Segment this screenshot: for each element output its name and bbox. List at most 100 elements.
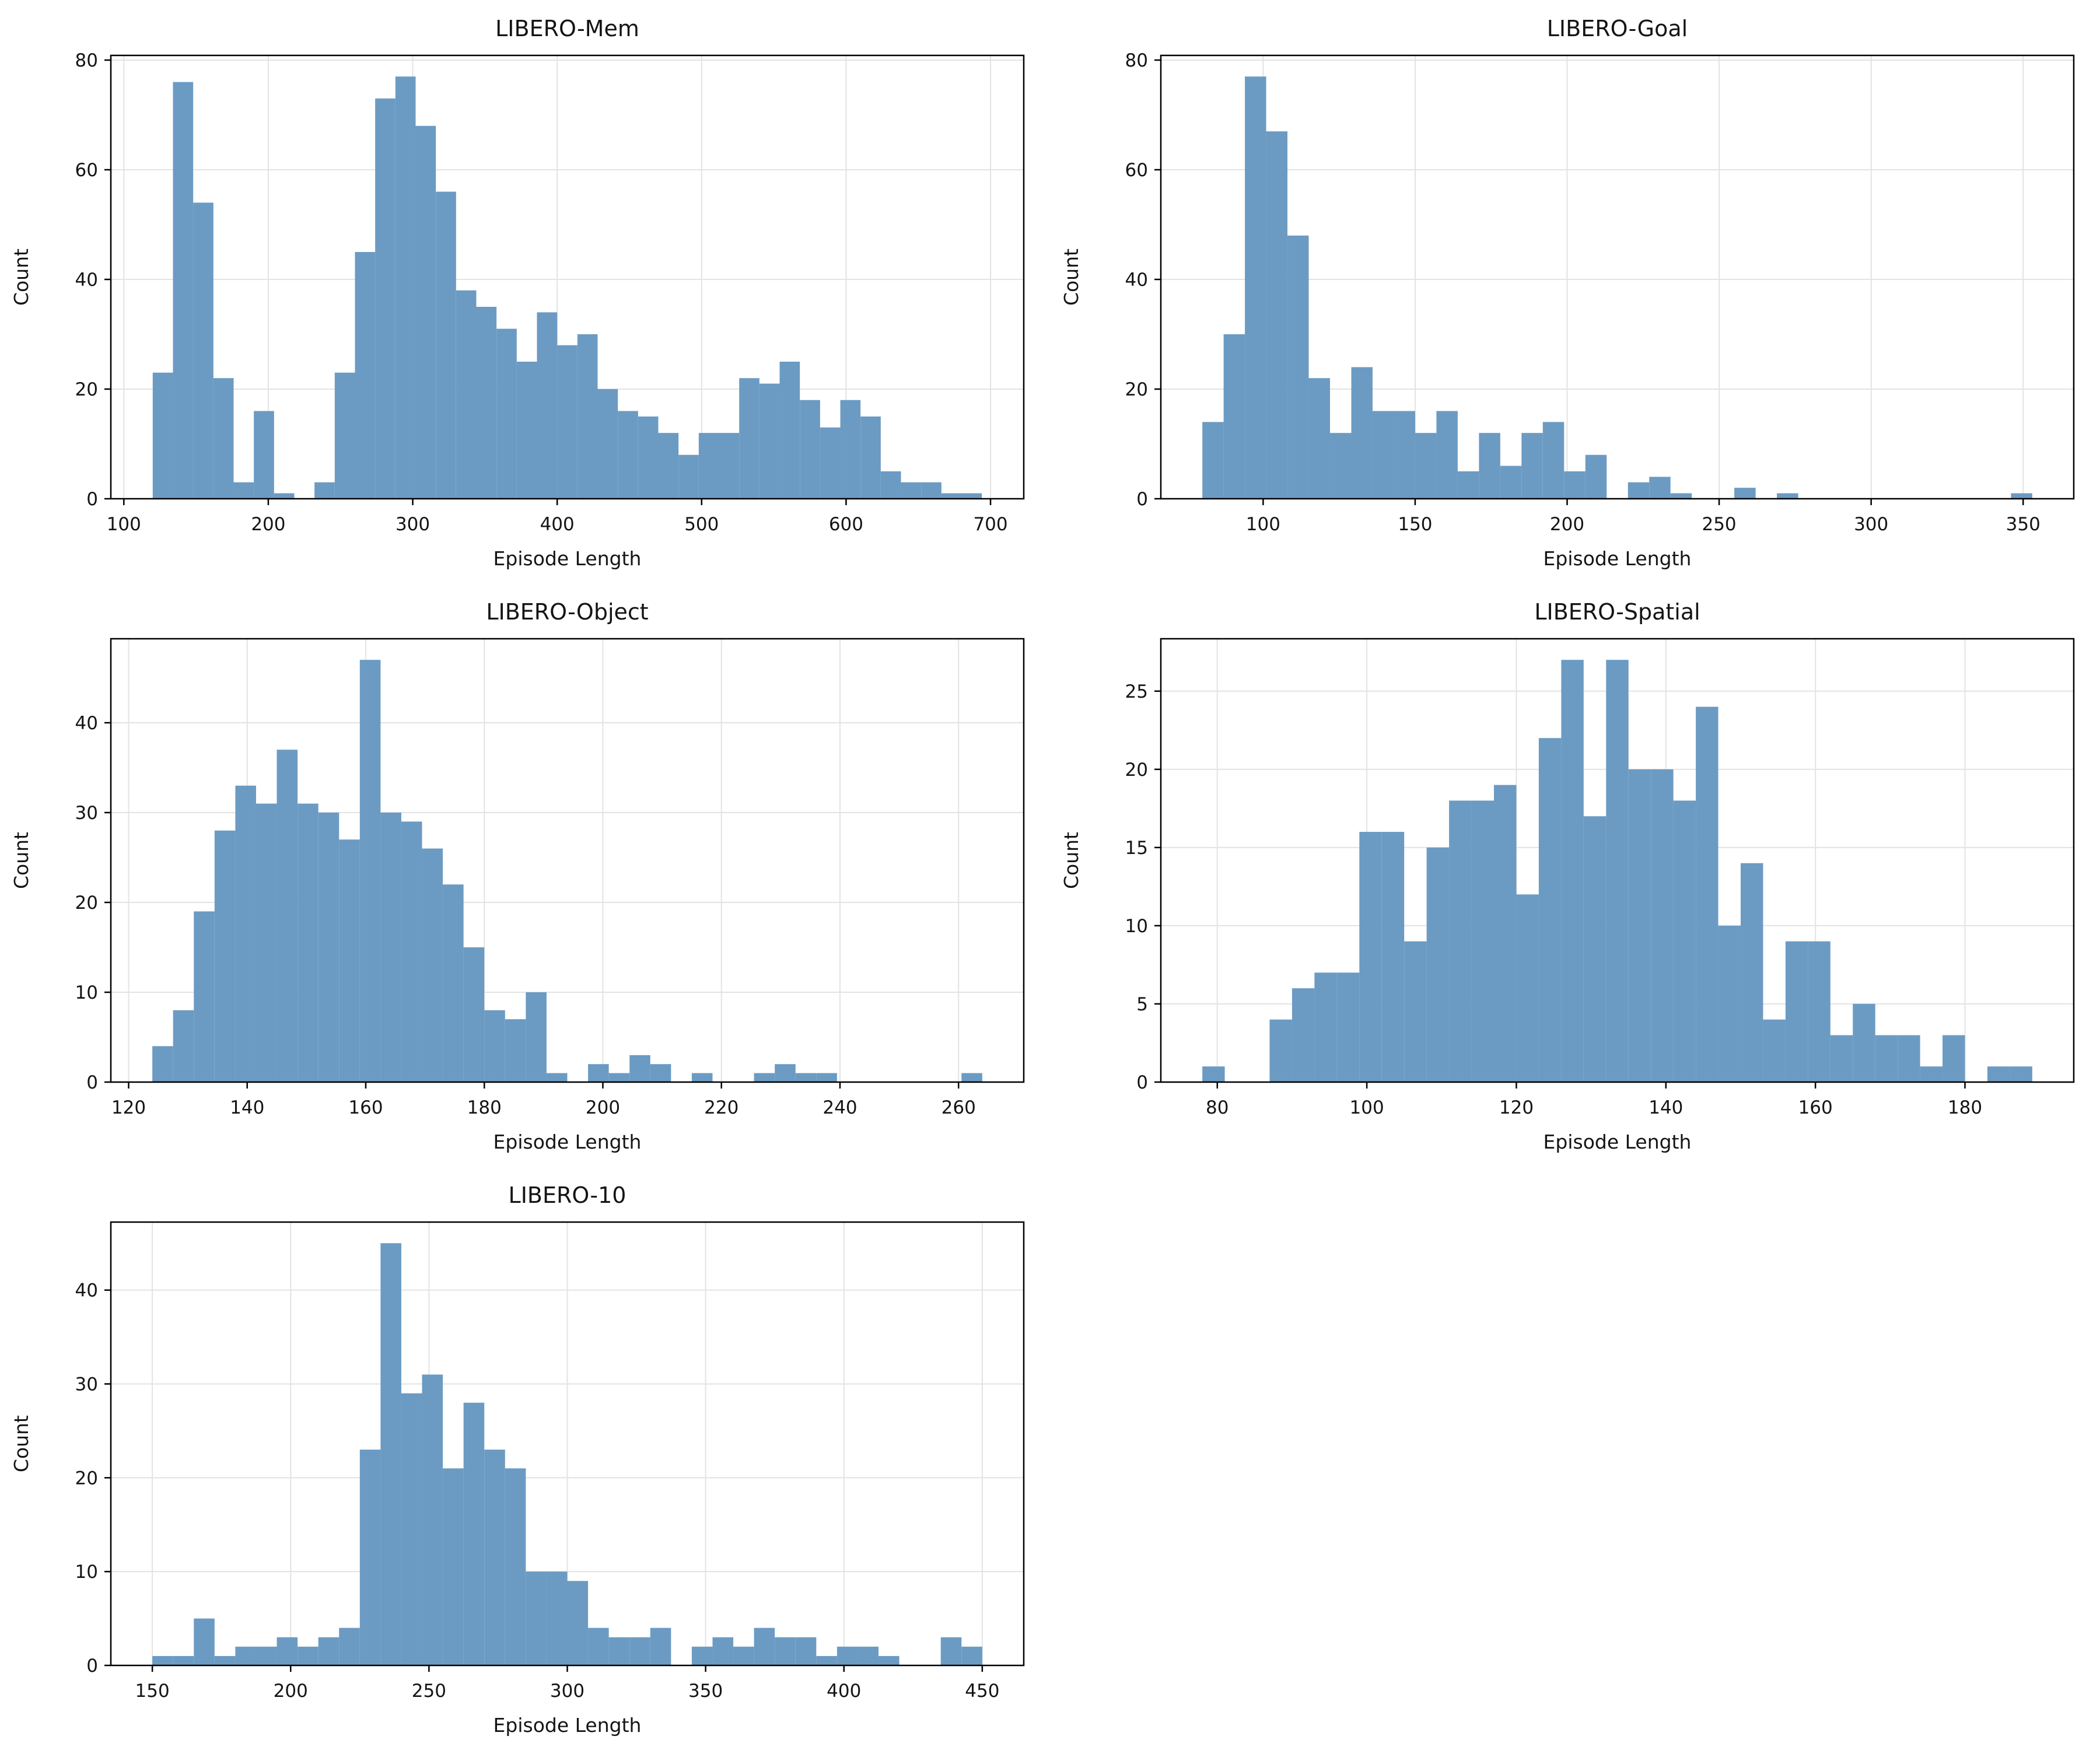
x-tick-label: 120 xyxy=(1499,1097,1534,1118)
chart-libero-goal-svg: 100 150 200 250 300 350 0 20 40 60 80 LIBERO-Goal Ep… xyxy=(1060,16,2075,570)
y-tick-label: 40 xyxy=(75,1280,98,1301)
chart-libero-10: 150 200 250 300 350 400 450 0 10 20 30 40 LIBERO-10 E… xyxy=(0,1167,1050,1750)
histogram-bar xyxy=(608,1637,630,1665)
plot-border xyxy=(1160,638,2075,1083)
histogram-bar xyxy=(214,830,236,1082)
histogram-bar xyxy=(961,493,982,499)
y-tick-label: 20 xyxy=(75,1468,98,1489)
histogram-bar xyxy=(1308,378,1331,499)
histogram-bar xyxy=(941,493,962,499)
histogram-bar xyxy=(733,1646,754,1665)
plot-border xyxy=(110,54,1025,500)
histogram-bar xyxy=(1494,785,1517,1082)
x-tick-label: 80 xyxy=(1206,1097,1228,1118)
histogram-bar xyxy=(516,361,537,499)
histogram-bar xyxy=(193,202,214,499)
histogram-bar xyxy=(629,1055,650,1082)
y-tick-label: 0 xyxy=(86,1656,98,1676)
x-tick-label: 200 xyxy=(586,1097,620,1118)
x-tick-label: 180 xyxy=(467,1097,502,1118)
x-tick-label: 150 xyxy=(1398,514,1432,535)
histogram-bar xyxy=(214,1656,236,1665)
y-tick-label: 0 xyxy=(1136,489,1148,510)
histogram-bar xyxy=(1269,1019,1292,1082)
x-tick-label: 140 xyxy=(1648,1097,1683,1118)
y-tick-label: 30 xyxy=(75,1374,98,1395)
x-tick-label: 250 xyxy=(1702,514,1736,535)
y-tick-label: 40 xyxy=(75,713,98,734)
x-tick-label: 100 xyxy=(1350,1097,1384,1118)
histogram-bar xyxy=(476,306,497,499)
chart-libero-mem: 100 200 300 400 500 600 700 0 20 40 60 80 LIBERO-Mem… xyxy=(0,0,1050,583)
histogram-bar xyxy=(650,1064,671,1082)
y-tick-label: 10 xyxy=(1125,916,1148,937)
histogram-bar xyxy=(775,1637,796,1665)
histogram-bar xyxy=(775,1064,796,1082)
histogram-bar xyxy=(719,433,740,499)
y-tick-label: 25 xyxy=(1125,681,1148,702)
y-tick-label: 10 xyxy=(75,982,98,1003)
y-tick-label: 30 xyxy=(75,803,98,824)
histogram-bar xyxy=(1875,1035,1898,1082)
histogram-bar xyxy=(298,1646,318,1665)
y-tick-label: 20 xyxy=(1125,760,1148,780)
plot-border xyxy=(1160,54,2075,500)
y-tick-label: 80 xyxy=(1125,50,1148,71)
histogram-bar xyxy=(712,1637,734,1665)
histogram-bar xyxy=(463,1402,485,1665)
histogram-bar xyxy=(1336,972,1360,1082)
chart-libero-goal: 100 150 200 250 300 350 0 20 40 60 80 LIBERO-Goal Ep… xyxy=(1050,0,2100,583)
y-axis-label: Count xyxy=(10,1415,33,1472)
histogram-bar xyxy=(618,411,638,499)
histogram-bar xyxy=(436,191,456,499)
x-tick-label: 200 xyxy=(1550,514,1584,535)
histogram-bar xyxy=(880,471,901,499)
y-tick-label: 40 xyxy=(75,270,98,290)
histogram-bar xyxy=(1718,925,1741,1082)
x-tick-label: 300 xyxy=(550,1681,584,1702)
histogram-bar xyxy=(1202,1066,1225,1082)
plot-border xyxy=(110,638,1025,1083)
histogram-bar xyxy=(800,400,820,499)
x-tick-label: 250 xyxy=(412,1681,446,1702)
histogram-bar xyxy=(1449,800,1472,1082)
histogram-bar xyxy=(1516,894,1539,1082)
histogram-bar xyxy=(678,454,699,499)
histogram-bar xyxy=(557,345,578,499)
histogram-bar xyxy=(836,1646,858,1665)
histogram-bar xyxy=(401,1393,422,1665)
histogram-bar xyxy=(1381,832,1405,1082)
histogram-bar xyxy=(380,812,401,1082)
histogram-bar xyxy=(1763,1019,1786,1082)
histogram-bar xyxy=(1500,466,1522,499)
histogram-bar xyxy=(526,992,547,1082)
histogram-bar xyxy=(2011,493,2032,499)
histogram-bar xyxy=(213,378,234,499)
histogram-bar xyxy=(940,1637,962,1665)
chart-title: LIBERO-Object xyxy=(486,599,648,625)
histogram-bar xyxy=(1740,863,1763,1082)
x-axis-label: Episode Length xyxy=(1544,547,1692,570)
x-tick-label: 500 xyxy=(684,514,719,535)
histogram-bar xyxy=(650,1628,671,1665)
chart-libero-10-svg: 150 200 250 300 350 400 450 0 10 20 30 40 LIBERO-10 E… xyxy=(10,1182,1025,1737)
histogram-bar xyxy=(1785,941,1808,1082)
histogram-bar xyxy=(658,433,679,499)
histogram-bar xyxy=(1542,422,1564,499)
histogram-bar xyxy=(276,750,298,1082)
histogram-bar xyxy=(194,911,215,1082)
histogram-bar xyxy=(152,372,173,499)
histogram-bar xyxy=(567,1581,589,1665)
histogram-bar xyxy=(537,312,558,499)
histogram-bar xyxy=(1471,800,1494,1082)
histogram-bar xyxy=(2010,1066,2032,1082)
y-tick-label: 60 xyxy=(1125,160,1148,181)
histogram-bar xyxy=(1943,1035,1965,1082)
histogram-bar xyxy=(878,1656,900,1665)
histogram-bar xyxy=(496,328,517,499)
histogram-bar xyxy=(1223,334,1245,499)
x-tick-label: 600 xyxy=(829,514,863,535)
x-tick-label: 100 xyxy=(1246,514,1280,535)
y-tick-label: 40 xyxy=(1125,270,1148,290)
